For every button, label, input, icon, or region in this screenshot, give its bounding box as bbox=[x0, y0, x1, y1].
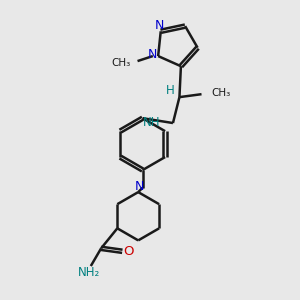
Text: N: N bbox=[154, 20, 164, 32]
Text: O: O bbox=[123, 245, 134, 258]
Text: NH: NH bbox=[143, 116, 160, 129]
Text: N: N bbox=[134, 180, 144, 193]
Text: CH₃: CH₃ bbox=[212, 88, 231, 98]
Text: N: N bbox=[148, 48, 158, 61]
Text: NH₂: NH₂ bbox=[78, 266, 100, 279]
Text: CH₃: CH₃ bbox=[112, 58, 131, 68]
Text: H: H bbox=[166, 84, 174, 97]
